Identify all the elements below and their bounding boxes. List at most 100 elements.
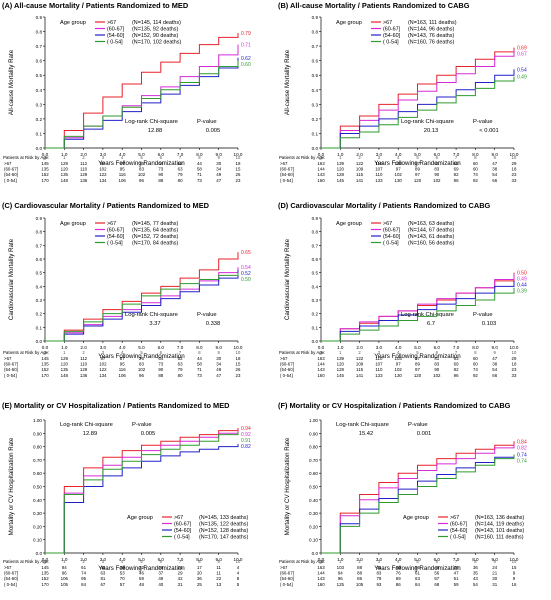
risk-year: 9 xyxy=(494,350,497,355)
y-tick-label: 0.2 xyxy=(312,312,319,317)
risk-year: 2 xyxy=(358,155,361,160)
legend-count: (N=152, 72 deaths) xyxy=(132,234,179,240)
y-tick-label: 0.0 xyxy=(36,551,43,556)
risk-cell: 135 xyxy=(41,362,49,367)
risk-cell: 88 xyxy=(158,178,163,183)
y-tick-label: 0.80 xyxy=(33,445,42,450)
end-value-label: 0.50 xyxy=(517,271,527,277)
risk-cell: 36 xyxy=(473,565,478,570)
risk-year: 0 xyxy=(44,350,47,355)
legend-label: ( 0-54] xyxy=(383,241,399,247)
risk-row-label: >67 xyxy=(280,356,288,361)
risk-year: 5 xyxy=(416,155,419,160)
y-axis-label: All-cause Mortality Rate xyxy=(8,49,15,115)
panel-title: (C) Cardiovascular Mortality / Patients … xyxy=(2,201,210,210)
pvalue-header: P-value xyxy=(197,312,217,318)
risk-cell: 83 xyxy=(376,571,381,576)
x-tick-label: 1.0 xyxy=(61,345,68,350)
x-tick-label: 7.0 xyxy=(177,345,184,350)
risk-cell: 96 xyxy=(338,576,343,581)
x-tick-label: 9.0 xyxy=(216,345,223,350)
legend-count: (N=145, 133 deaths) xyxy=(199,515,249,521)
legend-header: Age group xyxy=(336,221,362,227)
pvalue-value: < 0.001 xyxy=(479,128,499,134)
legend-label: >67 xyxy=(383,221,392,227)
legend-label: (54-60] xyxy=(107,33,125,39)
legend-label: (60-67] xyxy=(383,228,401,234)
risk-cell: 84 xyxy=(415,582,420,587)
y-tick-label: 0.5 xyxy=(36,271,43,276)
legend-header: Age group xyxy=(403,515,429,521)
risk-cell: 42 xyxy=(178,576,183,581)
risk-cell: 109 xyxy=(356,362,364,367)
risk-year: 6 xyxy=(436,559,439,564)
y-tick-label: 0.90 xyxy=(309,431,318,436)
risk-cell: 102 xyxy=(433,178,441,183)
x-axis-label: Years Following Randomization xyxy=(98,565,185,572)
risk-cell: 60 xyxy=(473,356,478,361)
x-tick-label: 7.0 xyxy=(177,152,184,157)
end-value-label: 0.54 xyxy=(241,265,251,271)
y-tick-label: 0.9 xyxy=(36,216,43,221)
risk-cell: 30 xyxy=(492,576,497,581)
risk-cell: 30 xyxy=(216,356,221,361)
y-tick-label: 0.9 xyxy=(36,15,43,20)
risk-table-title: Patients at Risk by Age: xyxy=(279,559,325,564)
risk-cell: 97 xyxy=(396,362,401,367)
risk-cell: 23 xyxy=(236,178,241,183)
end-value-label: 0.82 xyxy=(517,445,527,451)
panel-d: (D) Cardiovascular Mortality / Patients … xyxy=(278,201,527,378)
risk-cell: 47 xyxy=(216,178,221,183)
risk-cell: 102 xyxy=(138,172,146,177)
end-value-label: 0.79 xyxy=(241,31,251,37)
risk-year: 2 xyxy=(82,155,85,160)
risk-cell: 97 xyxy=(100,161,105,166)
risk-cell: 15 xyxy=(236,167,241,172)
risk-row-label: (54-60] xyxy=(4,172,18,177)
risk-cell: 67 xyxy=(100,582,105,587)
x-tick-label: 10.0 xyxy=(234,345,243,350)
risk-year: 0 xyxy=(44,155,47,160)
legend-header: Age group xyxy=(60,221,86,227)
legend-count: (N=160, 76 deaths) xyxy=(408,40,455,46)
risk-cell: 106 xyxy=(119,178,127,183)
legend-count: (N=152, 90 deaths) xyxy=(132,33,179,39)
risk-cell: 34 xyxy=(216,167,221,172)
risk-cell: 63 xyxy=(178,167,183,172)
logrank-value: 12.89 xyxy=(83,431,98,437)
risk-cell: 136 xyxy=(80,178,88,183)
risk-cell: 87 xyxy=(120,161,125,166)
risk-cell: 170 xyxy=(41,373,49,378)
risk-cell: 80 xyxy=(178,373,183,378)
risk-year: 8 xyxy=(474,155,477,160)
risk-cell: 46 xyxy=(434,565,439,570)
risk-cell: 60 xyxy=(473,161,478,166)
risk-cell: 52 xyxy=(178,161,183,166)
risk-cell: 87 xyxy=(415,161,420,166)
risk-cell: 64 xyxy=(158,161,163,166)
risk-cell: 152 xyxy=(41,367,49,372)
y-tick-label: 0.80 xyxy=(309,445,318,450)
risk-cell: 143 xyxy=(317,367,325,372)
legend-label: ( 0-54] xyxy=(383,40,399,46)
x-tick-label: 7.0 xyxy=(453,152,460,157)
risk-cell: 110 xyxy=(375,367,383,372)
risk-cell: 48 xyxy=(139,582,144,587)
x-tick-label: 5.0 xyxy=(138,345,145,350)
risk-cell: 96 xyxy=(62,571,67,576)
risk-cell: 25 xyxy=(197,582,202,587)
risk-cell: 64 xyxy=(158,356,163,361)
x-tick-label: 2.0 xyxy=(356,557,363,562)
legend-count: (N=170, 102 deaths) xyxy=(132,40,182,46)
risk-cell: 141 xyxy=(356,373,364,378)
risk-row-label: (60-67] xyxy=(4,167,18,172)
x-tick-label: 1.0 xyxy=(61,152,68,157)
x-tick-label: 8.0 xyxy=(472,557,479,562)
y-tick-label: 0.20 xyxy=(309,524,318,529)
risk-year: 7 xyxy=(179,350,182,355)
risk-cell: 90 xyxy=(434,367,439,372)
risk-cell: 94 xyxy=(338,571,343,576)
x-tick-label: 1.0 xyxy=(337,557,344,562)
y-tick-label: 0.6 xyxy=(36,59,43,64)
risk-cell: 135 xyxy=(41,571,49,576)
